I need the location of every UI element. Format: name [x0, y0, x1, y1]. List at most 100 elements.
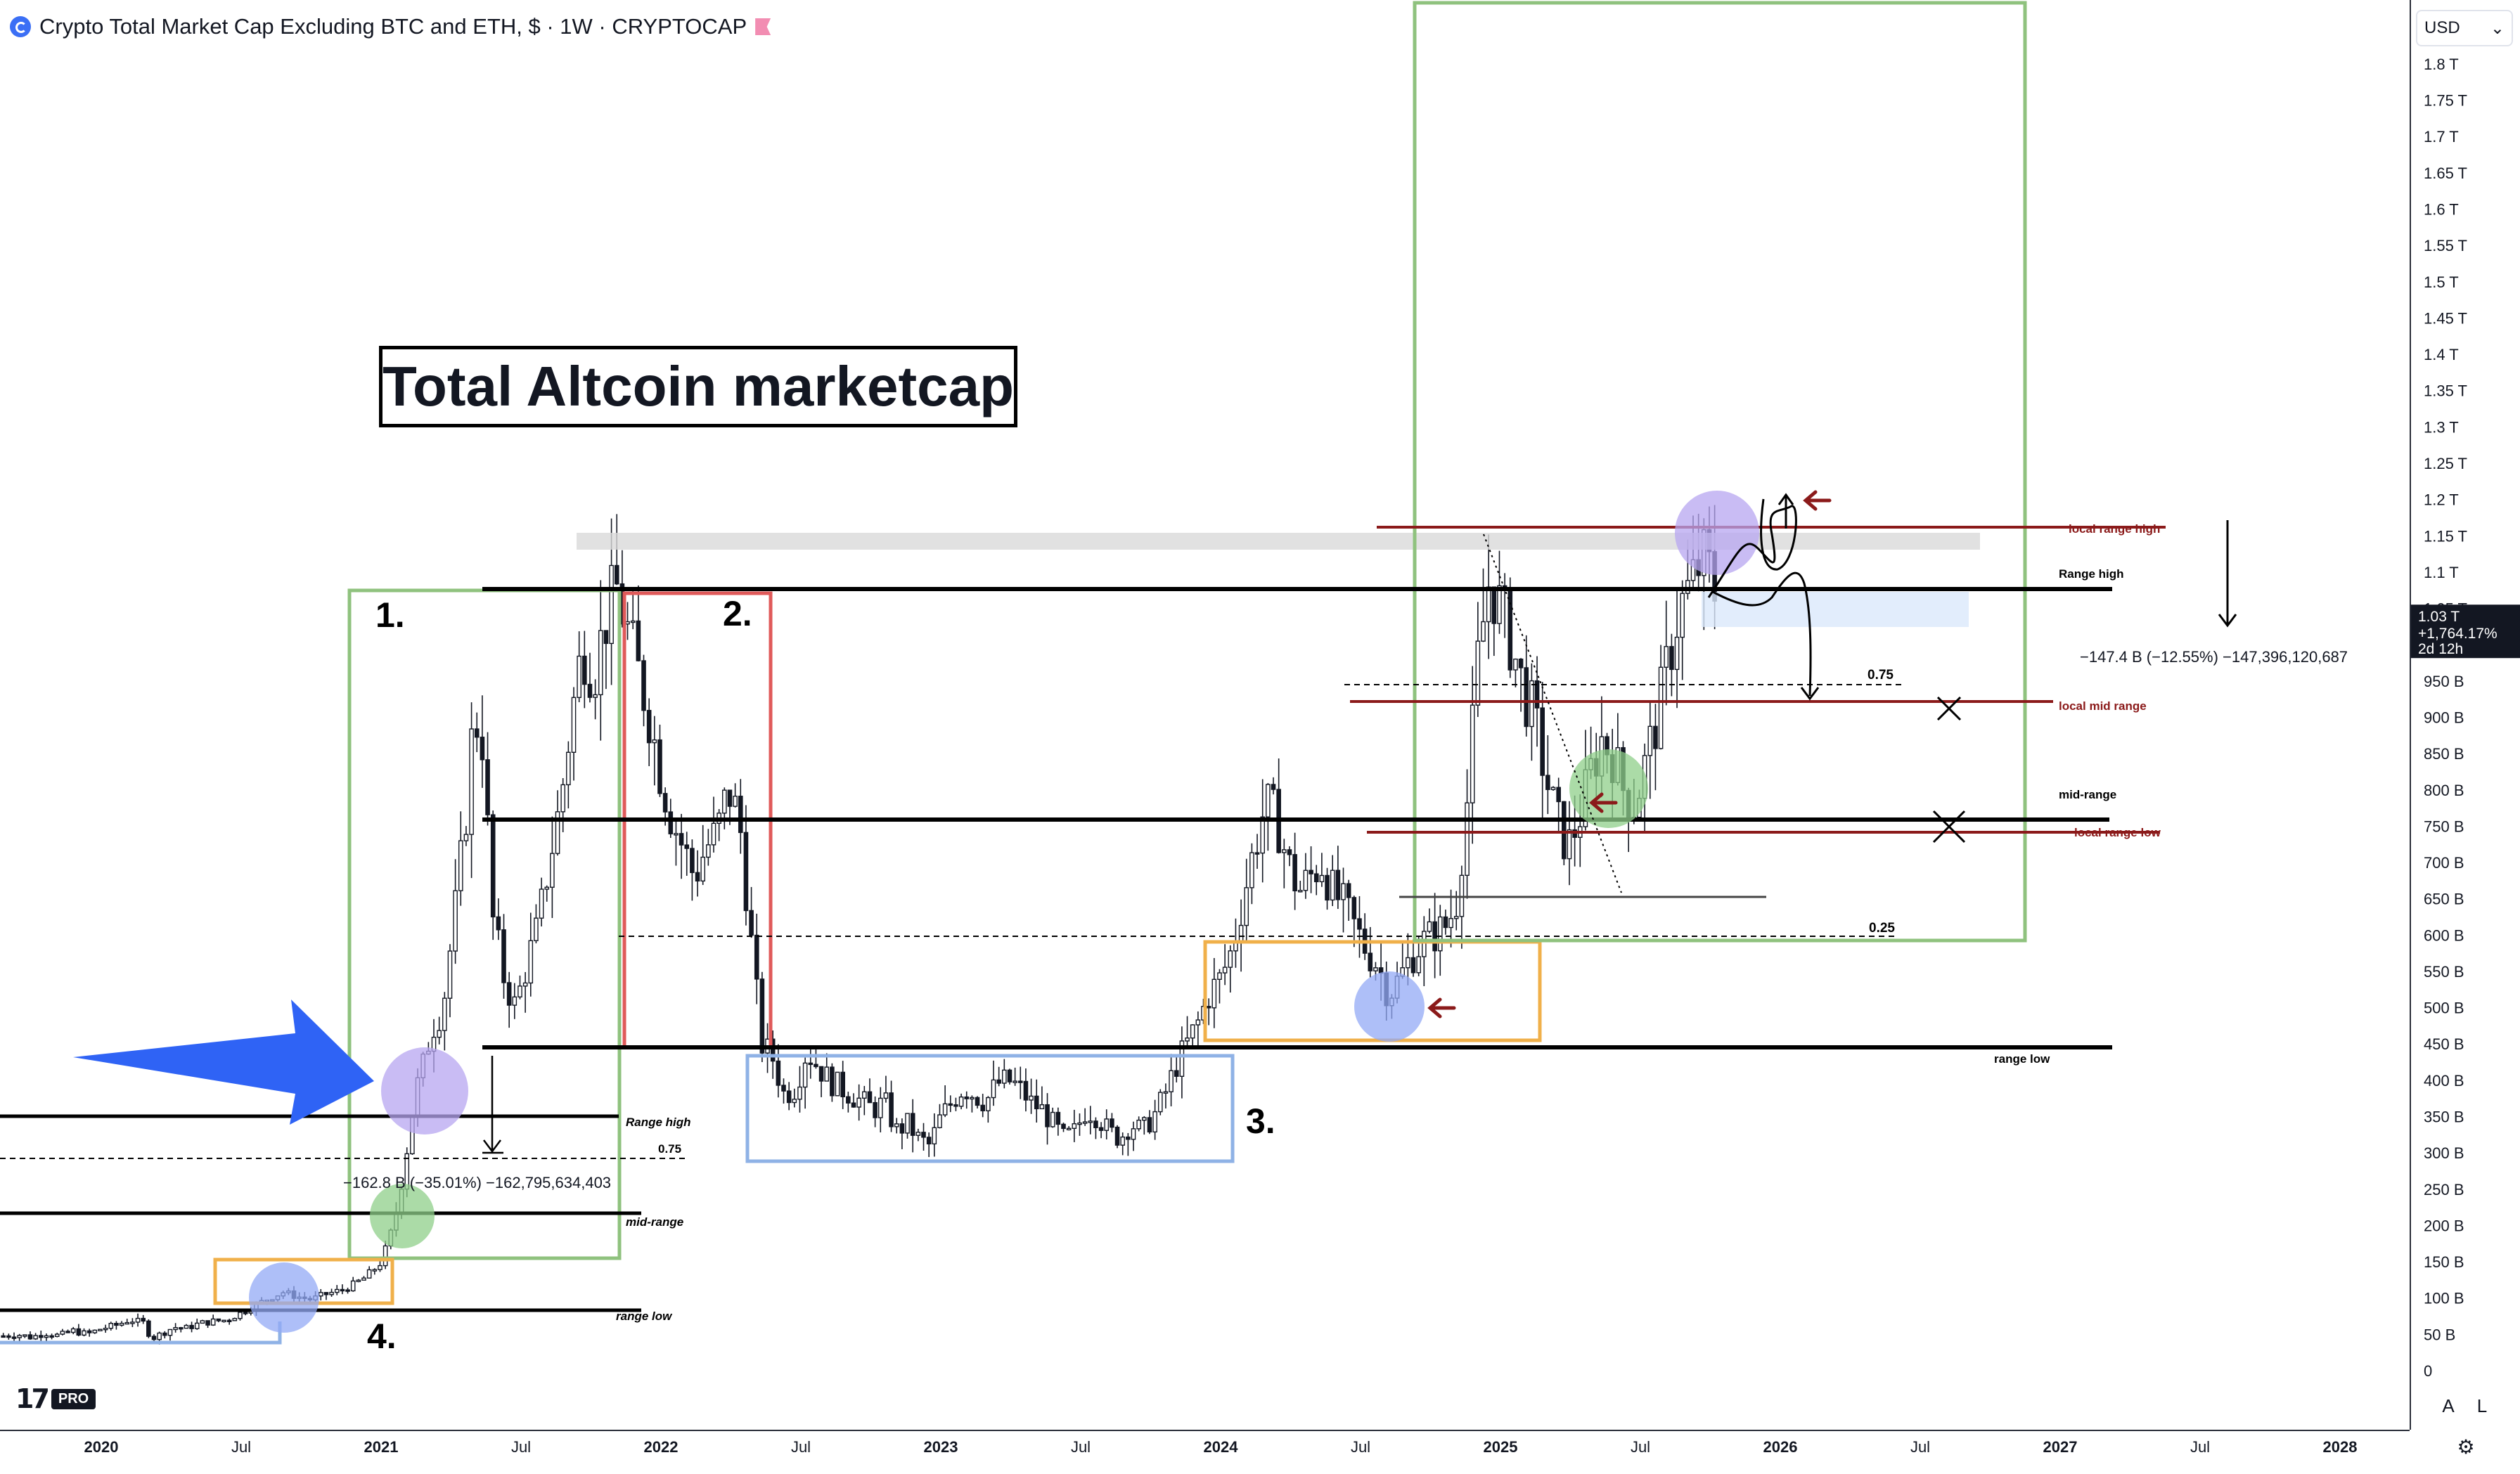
candle-up	[184, 1324, 189, 1329]
candle-down	[776, 1060, 781, 1086]
candle-down	[216, 1318, 221, 1321]
candle-down	[178, 1327, 184, 1330]
candle-down	[1061, 1123, 1066, 1130]
candle-up	[1486, 586, 1491, 623]
candle-down	[1524, 667, 1529, 728]
candle-down	[679, 833, 684, 846]
price-tick-label: 1.55 T	[2424, 237, 2467, 254]
label-number-2: 2.	[723, 594, 752, 633]
candle-up	[1297, 890, 1303, 893]
candle-up	[437, 1030, 442, 1038]
label-fib-025: 0.25	[1869, 921, 1895, 936]
price-tick-label: 450 B	[2424, 1035, 2464, 1053]
candle-up	[366, 1269, 372, 1279]
tradingview-logo[interactable]: 17 PRO	[15, 1383, 96, 1414]
candle-up	[1470, 704, 1475, 803]
candle-up	[1249, 852, 1254, 888]
candle-up	[1266, 784, 1271, 817]
chart-title-annotation: Total Altcoin marketcap	[379, 346, 1017, 427]
candle-up	[1475, 640, 1481, 706]
price-tick-label: 750 B	[2424, 817, 2464, 835]
candle-up	[824, 1066, 830, 1082]
candle-up	[905, 1113, 910, 1134]
price-tick-label: 300 B	[2424, 1144, 2464, 1162]
time-axis[interactable]: 2020 Jul 2021 Jul 2022 Jul 2023 Jul 2024 Jul 2025 J…	[0, 1430, 2410, 1470]
candle-down	[76, 1328, 82, 1336]
current-price-tag	[2411, 605, 2520, 659]
candle-up	[894, 1123, 899, 1127]
price-tick-label: 1.15 T	[2424, 527, 2467, 545]
candle-down	[1491, 586, 1497, 624]
candle-up	[1142, 1117, 1147, 1121]
gear-icon[interactable]: ⚙	[2457, 1436, 2475, 1458]
chart-annotations	[0, 1, 2237, 1345]
candle-down	[1045, 1104, 1050, 1127]
candle-up	[528, 940, 534, 984]
chevron-down-icon: ⌄	[2490, 18, 2505, 38]
candle-down	[743, 832, 749, 912]
candle-up	[1550, 787, 1556, 790]
current-price-label: 1.03 T	[2418, 609, 2460, 625]
symbol-title[interactable]: Crypto Total Market Cap Excluding BTC an…	[39, 14, 747, 39]
candle-down	[146, 1320, 151, 1337]
candle-down	[754, 934, 759, 980]
currency-selector[interactable]: USD ⌄	[2416, 10, 2513, 46]
price-chart[interactable]: 1. 2. 3. 4. local range high Range high 0.75 lo…	[0, 0, 2410, 1430]
candle-up	[1453, 916, 1459, 919]
candle-up	[1303, 869, 1309, 891]
candle-down	[808, 1062, 814, 1066]
candle-up	[167, 1328, 173, 1336]
candle-up	[1029, 1095, 1034, 1101]
candle-up	[210, 1318, 216, 1326]
price-tick-label: 1.75 T	[2424, 92, 2467, 110]
candle-down	[1325, 874, 1330, 901]
candle-up	[119, 1322, 124, 1326]
candle-up	[1195, 1019, 1201, 1026]
price-tick-label: 800 B	[2424, 782, 2464, 799]
price-axis[interactable]: 0 50 B 100 B 150 B 200 B 250 B 300 B 350 B 400 B…	[2410, 0, 2520, 1430]
highlight-circle-breakout	[381, 1047, 468, 1134]
candle-down	[921, 1132, 926, 1138]
candle-up	[1319, 874, 1325, 883]
candle-up	[318, 1292, 323, 1297]
candle-down	[11, 1336, 17, 1339]
measure-arrow-left	[482, 1056, 503, 1154]
candle-down	[1007, 1069, 1012, 1082]
candle-down	[1508, 588, 1513, 671]
auto-scale-button[interactable]: A	[2442, 1395, 2455, 1416]
candle-down	[846, 1096, 851, 1104]
candle-down	[496, 916, 501, 931]
candle-down	[65, 1331, 70, 1333]
candle-up	[835, 1071, 840, 1097]
candle-down	[910, 1113, 915, 1136]
chart-header: Crypto Total Market Cap Excluding BTC an…	[10, 13, 771, 41]
candle-down	[964, 1096, 970, 1099]
candle-up	[1437, 916, 1443, 952]
highlight-circle-retest	[1354, 971, 1425, 1042]
candle-up	[1260, 816, 1265, 854]
price-tick-label: 1.25 T	[2424, 455, 2467, 472]
label-local-range-low: local range low	[2074, 826, 2161, 839]
candle-up	[566, 751, 571, 786]
candle-down	[953, 1104, 958, 1107]
candle-down	[980, 1104, 985, 1111]
candle-down	[1098, 1127, 1104, 1131]
label-mid-range: mid-range	[2059, 788, 2116, 801]
candle-down	[996, 1079, 1001, 1084]
box-phase-current	[1413, 1, 2027, 943]
candle-down	[727, 789, 733, 807]
flag-icon[interactable]	[755, 18, 771, 35]
candle-down	[840, 1071, 845, 1097]
candle-up	[856, 1097, 861, 1108]
candle-down	[323, 1292, 329, 1295]
candle-up	[453, 890, 458, 952]
candle-up	[1185, 1037, 1190, 1042]
log-scale-button[interactable]: L	[2476, 1395, 2488, 1416]
price-tick-label: 100 B	[2424, 1290, 2464, 1307]
time-tick-label: Jul	[2190, 1438, 2210, 1456]
red-arrow-icon	[1803, 490, 1832, 511]
candle-up	[200, 1320, 205, 1324]
candle-down	[1545, 775, 1550, 790]
candle-up	[1217, 972, 1222, 980]
candle-up	[593, 694, 598, 698]
